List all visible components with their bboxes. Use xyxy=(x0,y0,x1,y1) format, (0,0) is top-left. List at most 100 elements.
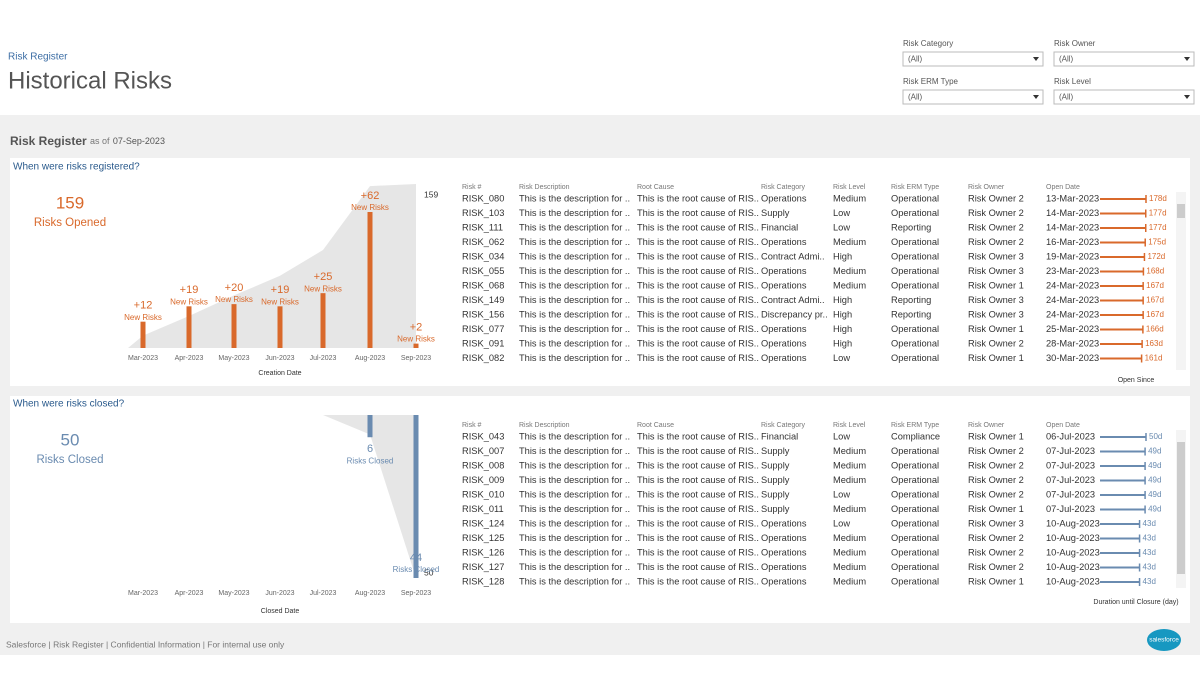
table-cell: RISK_111 xyxy=(462,222,503,232)
table-cell: This is the root cause of RIS.. xyxy=(637,353,759,363)
table-cell: 07-Jul-2023 xyxy=(1046,504,1095,514)
table-cell: Financial xyxy=(761,431,798,441)
table-cell: This is the root cause of RIS.. xyxy=(637,533,759,543)
table-cell: 24-Mar-2023 xyxy=(1046,309,1099,319)
table-cell: Operational xyxy=(891,576,939,586)
table-cell: Reporting xyxy=(891,222,931,232)
column-header: Root Cause xyxy=(637,184,674,191)
x-tick-label: Mar-2023 xyxy=(128,355,158,362)
filter-dropdown[interactable] xyxy=(902,51,1044,67)
table-cell: This is the description for .. xyxy=(519,193,630,203)
filter-label: Risk Level xyxy=(1054,77,1091,86)
value-label: +2 xyxy=(410,322,423,334)
table-cell: High xyxy=(833,324,852,334)
mark-label: New Risks xyxy=(304,284,342,293)
x-tick-label: May-2023 xyxy=(218,355,249,362)
table-cell: This is the root cause of RIS.. xyxy=(637,280,759,290)
duration-label: 168d xyxy=(1146,267,1164,276)
table-cell: 24-Mar-2023 xyxy=(1046,280,1099,290)
table-cell: This is the root cause of RIS.. xyxy=(637,295,759,305)
scroll-thumb[interactable] xyxy=(1177,204,1185,218)
filter-value[interactable]: (All) xyxy=(908,93,923,102)
table-cell: High xyxy=(833,251,852,261)
table-cell: Supply xyxy=(761,460,790,470)
table-cell: RISK_055 xyxy=(462,266,504,276)
value-label: +25 xyxy=(314,271,333,283)
table-cell: This is the root cause of RIS.. xyxy=(637,547,759,557)
x-tick-label: Aug-2023 xyxy=(355,590,385,597)
table-cell: RISK_010 xyxy=(462,489,504,499)
scrollbar[interactable] xyxy=(1176,192,1186,370)
duration-label: 49d xyxy=(1148,490,1161,499)
x-tick-label: Jul-2023 xyxy=(310,590,337,597)
value-label: +12 xyxy=(134,300,153,312)
table-cell: 07-Jul-2023 xyxy=(1046,460,1095,470)
cumulative-area xyxy=(128,184,416,348)
table-cell: Risk Owner 3 xyxy=(968,309,1024,319)
table-cell: This is the description for .. xyxy=(519,547,630,557)
filter-dropdown[interactable] xyxy=(1053,89,1195,105)
filter-value[interactable]: (All) xyxy=(1059,93,1074,102)
table-cell: This is the root cause of RIS.. xyxy=(637,324,759,334)
table-cell: 24-Mar-2023 xyxy=(1046,295,1099,305)
column-header: Risk Owner xyxy=(968,184,1005,191)
dropdown-arrow[interactable] xyxy=(1033,95,1039,99)
duration-label: 177d xyxy=(1149,223,1167,232)
table-cell: Operations xyxy=(761,266,807,276)
table-cell: This is the description for .. xyxy=(519,353,630,363)
panel-heading: When were risks closed? xyxy=(13,399,125,410)
table-cell: Risk Owner 2 xyxy=(968,533,1024,543)
table-cell: 25-Mar-2023 xyxy=(1046,324,1099,334)
mark-label: New Risks xyxy=(124,313,162,322)
filter-dropdown[interactable] xyxy=(1053,51,1195,67)
table-cell: RISK_091 xyxy=(462,338,504,348)
kpi-label: Risks Opened xyxy=(34,217,106,229)
column-header: Risk ERM Type xyxy=(891,422,939,429)
duration-label: 43d xyxy=(1143,548,1156,557)
table-cell: Risk Owner 1 xyxy=(968,324,1024,334)
filter-value[interactable]: (All) xyxy=(908,55,923,64)
dropdown-arrow[interactable] xyxy=(1184,95,1190,99)
footer: Salesforce | Risk Register | Confidentia… xyxy=(6,639,285,649)
table-cell: Contract Admi.. xyxy=(761,295,825,305)
table-cell: Financial xyxy=(761,222,798,232)
table-cell: Medium xyxy=(833,266,866,276)
table-cell: Operations xyxy=(761,562,807,572)
x-tick-label: Jul-2023 xyxy=(310,355,337,362)
table-cell: Contract Admi.. xyxy=(761,251,825,261)
x-tick-label: Apr-2023 xyxy=(175,355,204,362)
table-cell: Supply xyxy=(761,208,790,218)
column-header: Risk Owner xyxy=(968,422,1005,429)
duration-label: 49d xyxy=(1148,461,1161,470)
table-cell: This is the root cause of RIS.. xyxy=(637,237,759,247)
table-cell: Operations xyxy=(761,353,807,363)
table-cell: This is the description for .. xyxy=(519,533,630,543)
duration-label: 43d xyxy=(1143,577,1156,586)
filter-label: Risk ERM Type xyxy=(903,77,959,86)
mark-label: Risks Closed xyxy=(393,565,440,574)
bar xyxy=(413,415,419,578)
table-cell: Operational xyxy=(891,547,939,557)
x-tick-label: Jun-2023 xyxy=(265,590,294,597)
breadcrumb[interactable]: Risk Register xyxy=(8,52,68,63)
value-label: 6 xyxy=(367,443,373,455)
axis-title: Duration until Closure (day) xyxy=(1093,599,1179,606)
scroll-thumb[interactable] xyxy=(1177,442,1185,574)
table-cell: This is the root cause of RIS.. xyxy=(637,446,759,456)
table-cell: Operations xyxy=(761,324,807,334)
table-cell: This is the description for .. xyxy=(519,562,630,572)
dropdown-arrow[interactable] xyxy=(1033,57,1039,61)
filter-value[interactable]: (All) xyxy=(1059,55,1074,64)
table-cell: Medium xyxy=(833,504,866,514)
table-cell: 10-Aug-2023 xyxy=(1046,547,1100,557)
column-header: Risk Level xyxy=(833,422,866,429)
cumulative-area xyxy=(128,415,416,578)
dropdown-arrow[interactable] xyxy=(1184,57,1190,61)
filter-label: Risk Category xyxy=(903,39,953,48)
as-of-date: 07-Sep-2023 xyxy=(113,136,165,146)
table-cell: 10-Aug-2023 xyxy=(1046,518,1100,528)
filter-dropdown[interactable] xyxy=(902,89,1044,105)
duration-label: 43d xyxy=(1143,534,1156,543)
duration-label: 49d xyxy=(1148,476,1161,485)
section-name: Risk Register xyxy=(10,134,87,148)
